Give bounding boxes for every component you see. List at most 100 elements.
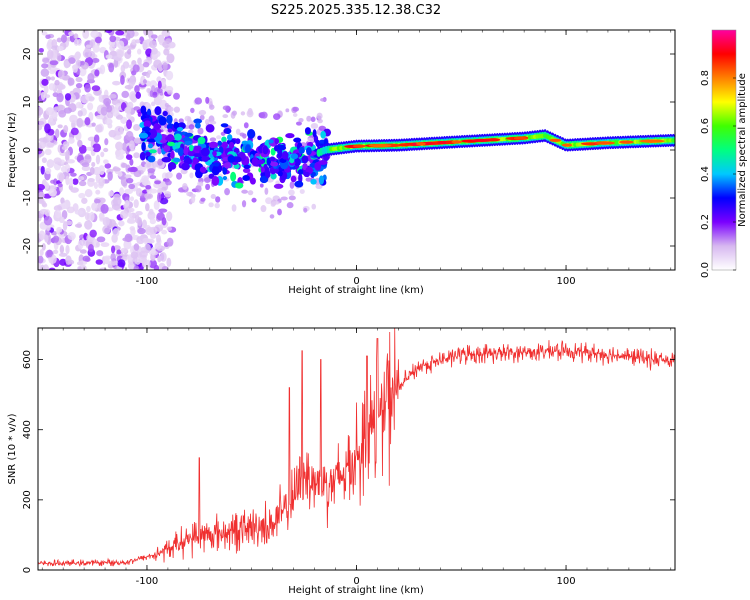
noise-blob	[72, 203, 79, 212]
noise-blob	[112, 107, 119, 117]
noise-blob	[310, 122, 319, 129]
carrier-speckle	[227, 155, 236, 163]
carrier-speckle	[162, 110, 168, 117]
noise-blob	[82, 49, 91, 59]
noise-blob	[108, 190, 114, 197]
noise-blob	[67, 77, 75, 86]
noise-blob	[84, 117, 91, 126]
noise-blob	[137, 57, 142, 65]
carrier-speckle	[243, 164, 251, 170]
carrier-speckle	[303, 171, 310, 178]
noise-blob	[163, 48, 170, 56]
carrier-peak	[352, 144, 366, 148]
carrier-speckle	[317, 160, 328, 165]
carrier-peak	[639, 139, 665, 143]
noise-blob	[49, 69, 56, 75]
noise-blob	[118, 220, 125, 227]
noise-blob	[41, 243, 46, 251]
noise-blob	[63, 125, 69, 134]
carrier-speckle	[181, 162, 190, 171]
noise-blob	[127, 217, 135, 224]
carrier-speckle	[235, 138, 241, 145]
noise-blob	[318, 125, 327, 131]
noise-blob	[157, 80, 162, 90]
noise-blob	[67, 232, 76, 241]
noise-blob	[189, 172, 194, 179]
carrier-speckle	[320, 130, 326, 139]
carrier-speckle	[222, 166, 228, 175]
noise-blob	[166, 237, 174, 247]
noise-blob	[46, 49, 54, 60]
noise-blob	[214, 202, 220, 209]
noise-blob	[188, 129, 194, 134]
noise-blob	[44, 148, 52, 156]
carrier-speckle	[149, 128, 158, 139]
noise-blob	[159, 99, 168, 110]
noise-blob	[205, 183, 211, 191]
colorbar-tick-label: 0.0	[700, 262, 711, 278]
noise-blob	[52, 235, 60, 243]
noise-blob	[133, 137, 141, 144]
noise-blob	[280, 196, 288, 201]
noise-blob	[145, 72, 151, 78]
noise-blob	[103, 97, 112, 106]
carrier-speckle	[161, 156, 172, 163]
carrier-speckle	[148, 149, 157, 154]
noise-blob	[65, 149, 70, 158]
noise-blob	[123, 239, 132, 250]
noise-blob	[59, 258, 67, 266]
carrier-speckle	[208, 141, 219, 149]
noise-blob	[77, 239, 84, 250]
y-tick-label: -20	[22, 238, 33, 254]
noise-blob	[38, 137, 48, 143]
noise-blob	[108, 62, 115, 73]
noise-blob	[146, 87, 151, 94]
carrier-speckle	[158, 116, 167, 126]
noise-blob	[69, 114, 78, 124]
noise-blob	[307, 137, 315, 143]
noise-blob	[176, 172, 182, 180]
noise-blob	[56, 92, 64, 103]
carrier-speckle	[193, 118, 203, 124]
noise-blob	[84, 154, 92, 164]
noise-blob	[153, 200, 160, 210]
noise-blob	[265, 197, 273, 205]
noise-blob	[149, 218, 157, 225]
carrier-speckle	[183, 158, 193, 165]
noise-blob	[98, 165, 105, 176]
carrier-speckle	[199, 166, 207, 173]
carrier-speckle	[193, 153, 202, 158]
carrier-speckle	[177, 147, 184, 157]
noise-blob	[286, 202, 294, 209]
carrier-peak	[451, 140, 463, 144]
noise-blob	[87, 102, 94, 111]
noise-blob	[145, 203, 150, 212]
noise-blob	[165, 171, 173, 179]
noise-blob	[137, 111, 142, 117]
noise-blob	[260, 205, 267, 213]
carrier-speckle	[200, 147, 210, 157]
noise-blob	[145, 259, 151, 268]
noise-blob	[149, 90, 154, 98]
noise-blob	[126, 30, 135, 39]
noise-blob	[38, 147, 43, 155]
noise-blob	[128, 77, 136, 87]
noise-blob	[39, 249, 44, 256]
y-tick-label: -10	[22, 190, 33, 206]
carrier-speckle	[170, 150, 175, 160]
carrier-speckle	[281, 150, 289, 160]
noise-blob	[129, 196, 135, 202]
noise-blob	[82, 255, 91, 262]
noise-blob	[122, 237, 131, 242]
x-tick-label: -100	[136, 276, 159, 287]
noise-blob	[121, 90, 130, 99]
carrier-speckle	[277, 170, 283, 177]
carrier-speckle	[184, 140, 193, 145]
noise-blob	[84, 212, 90, 221]
noise-blob	[58, 216, 65, 224]
noise-blob	[38, 47, 44, 53]
noise-blob	[95, 124, 103, 133]
noise-blob	[133, 152, 140, 159]
carrier-speckle	[228, 141, 235, 150]
noise-blob	[38, 230, 46, 241]
